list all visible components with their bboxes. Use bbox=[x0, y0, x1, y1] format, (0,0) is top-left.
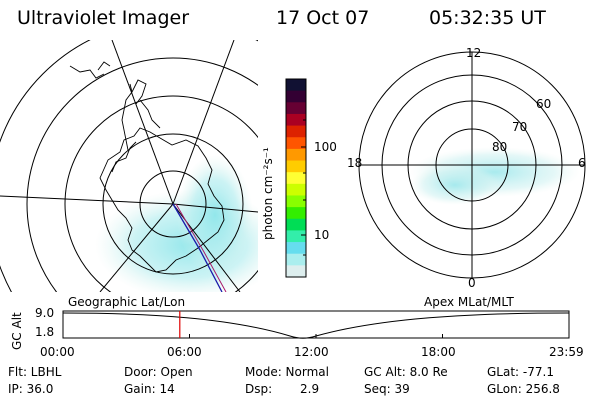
colorbar-band bbox=[286, 125, 306, 138]
glat-readout: GLat: -77.1 bbox=[487, 365, 554, 379]
colorbar-tick-100: 100 bbox=[314, 140, 337, 154]
satellite-track-secondary bbox=[175, 203, 227, 292]
colorbar-unit-label: photon cm⁻²s⁻¹ bbox=[261, 147, 275, 240]
colorbar-band bbox=[286, 265, 306, 278]
glon-readout: GLon: 256.8 bbox=[487, 382, 560, 396]
apex-polar-plot bbox=[358, 51, 586, 279]
altitude-xtick-0600: 06:00 bbox=[167, 345, 202, 359]
altitude-xtick-2359: 23:59 bbox=[549, 345, 584, 359]
apex-panel-label: Apex MLat/MLT bbox=[424, 295, 514, 309]
image-date: 17 Oct 07 bbox=[276, 7, 370, 29]
altitude-ytick-low: 1.8 bbox=[35, 325, 55, 339]
dsp-value: 2.9 bbox=[300, 382, 320, 396]
colorbar-band bbox=[286, 242, 306, 255]
gc-altitude-readout: GC Alt: 8.0 Re bbox=[364, 365, 448, 379]
apex-mlt-18: 18 bbox=[347, 156, 363, 170]
ip-readout: IP: 36.0 bbox=[8, 382, 54, 396]
apex-lat-70: 70 bbox=[512, 120, 528, 134]
apex-mlt-6: 6 bbox=[578, 156, 586, 170]
apex-mlt-12: 12 bbox=[466, 46, 482, 60]
colorbar-band bbox=[286, 160, 306, 173]
colorbar-band bbox=[286, 172, 306, 185]
apex-lat-60: 60 bbox=[536, 97, 552, 111]
altitude-plot bbox=[62, 310, 570, 339]
altitude-curve bbox=[62, 312, 570, 339]
colorbar-band bbox=[286, 113, 306, 127]
mode-readout: Mode: Normal bbox=[245, 365, 329, 379]
colorbar-frame bbox=[285, 78, 307, 278]
colorbar-band bbox=[286, 207, 306, 220]
gain-readout: Gain: 14 bbox=[124, 382, 175, 396]
satellite-track bbox=[172, 203, 223, 292]
colorbar-band bbox=[286, 79, 306, 92]
intensity-colorbar bbox=[286, 79, 306, 278]
geographic-panel-label: Geographic Lat/Lon bbox=[68, 295, 186, 309]
colorbar-band bbox=[286, 195, 306, 208]
colorbar-band bbox=[286, 137, 306, 150]
sequence-readout: Seq: 39 bbox=[364, 382, 410, 396]
instrument-title: Ultraviolet Imager bbox=[17, 7, 190, 29]
apex-lat-80: 80 bbox=[492, 140, 508, 154]
apex-mlt-0: 0 bbox=[468, 276, 476, 290]
colorbar-band bbox=[286, 148, 306, 162]
colorbar-band bbox=[286, 183, 306, 197]
coastline-outline bbox=[69, 61, 225, 273]
aurora-oval-apex-dawn bbox=[410, 165, 500, 205]
altitude-xtick-1200: 12:00 bbox=[294, 345, 329, 359]
image-time: 05:32:35 UT bbox=[429, 7, 546, 29]
filter-readout: Flt: LBHL bbox=[8, 365, 62, 379]
altitude-xtick-0000: 00:00 bbox=[40, 345, 75, 359]
altitude-xtick-1800: 18:00 bbox=[421, 345, 456, 359]
aurora-emission-geo-east bbox=[177, 155, 253, 275]
altitude-ylabel: GC Alt bbox=[10, 312, 24, 350]
colorbar-band bbox=[286, 90, 306, 103]
colorbar-ticks bbox=[301, 119, 306, 256]
apex-grid bbox=[358, 51, 586, 279]
colorbar-band bbox=[286, 102, 306, 115]
geographic-map bbox=[0, 40, 258, 292]
dsp-label: Dsp: bbox=[245, 382, 273, 396]
colorbar-tick-10: 10 bbox=[314, 228, 330, 242]
door-readout: Door: Open bbox=[124, 365, 193, 379]
colorbar-band bbox=[286, 253, 306, 266]
colorbar-band bbox=[286, 218, 306, 232]
altitude-ytick-high: 9.0 bbox=[35, 306, 55, 320]
colorbar-band bbox=[286, 230, 306, 243]
